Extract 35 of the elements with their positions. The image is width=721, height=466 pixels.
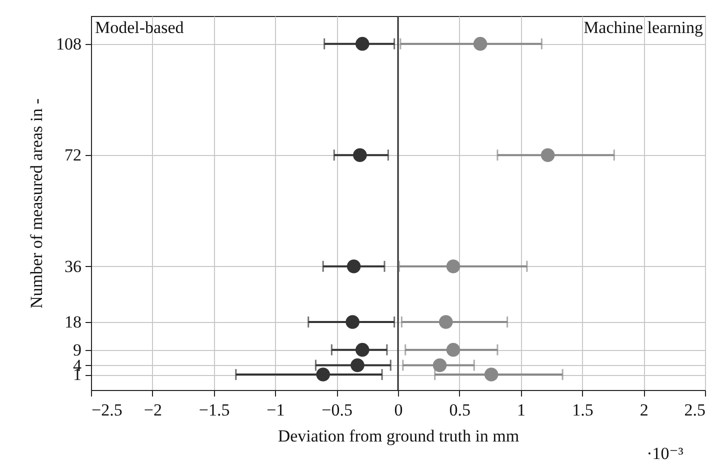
x-tick-label: −2	[144, 400, 162, 420]
annotation: Model-based	[95, 18, 184, 37]
x-tick-label: 0.5	[449, 400, 471, 420]
point	[446, 342, 460, 357]
point	[439, 315, 453, 329]
x-tick-label: 2	[640, 400, 648, 420]
y-tick-label: 18	[64, 312, 82, 332]
point	[446, 259, 460, 274]
point	[355, 36, 370, 51]
annotation: Machine learning	[584, 18, 704, 37]
point	[484, 368, 498, 382]
x-tick-label: −0.5	[322, 400, 353, 420]
y-axis-title: Number of measured areas in -	[27, 98, 46, 309]
point	[473, 36, 488, 51]
point	[350, 358, 364, 372]
x-tick-label: −1	[266, 400, 285, 420]
x-tick-label: 1	[517, 400, 526, 420]
point	[316, 368, 330, 382]
text: ·10⁻³	[646, 444, 684, 463]
x-axis-title: Deviation from ground truth in mm	[278, 426, 520, 446]
point	[355, 342, 370, 357]
point	[346, 315, 360, 329]
x-tick-label: 1.5	[572, 400, 594, 420]
x-tick-label: 0	[394, 400, 403, 420]
x-tick-label: 2.5	[684, 400, 706, 420]
x-tick-label: −1.5	[198, 400, 230, 420]
point	[540, 148, 555, 162]
y-tick-label: 36	[64, 256, 82, 276]
x-tick-label: −2.5	[92, 400, 122, 420]
point	[346, 259, 361, 274]
y-tick-label: 108	[56, 34, 82, 54]
point	[432, 358, 447, 372]
y-tick-label: 72	[64, 146, 82, 165]
y-tick-label: 9	[73, 340, 82, 360]
point	[353, 148, 367, 162]
